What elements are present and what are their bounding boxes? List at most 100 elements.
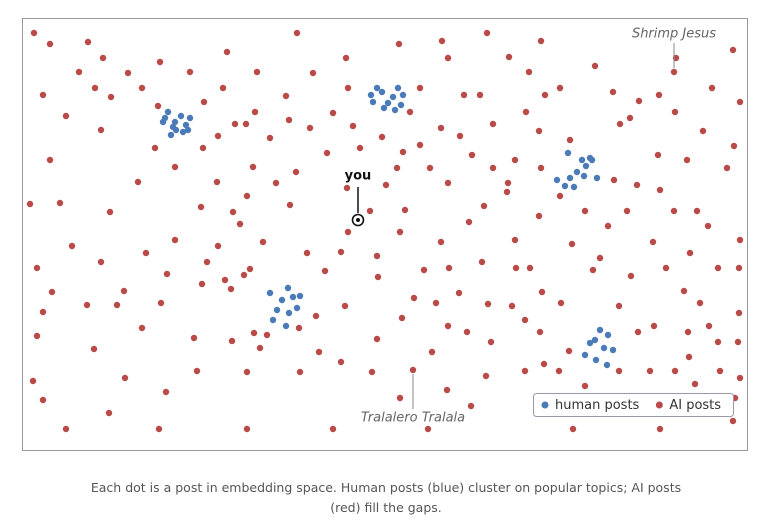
data-point <box>378 133 386 141</box>
data-point <box>564 149 572 157</box>
data-point <box>401 206 409 214</box>
data-point <box>68 242 76 250</box>
data-point <box>463 328 471 336</box>
data-point <box>565 347 573 355</box>
data-point <box>289 293 297 301</box>
data-point <box>293 29 301 37</box>
data-point <box>504 179 512 187</box>
data-point <box>223 48 231 56</box>
data-point <box>169 123 177 131</box>
data-point <box>163 270 171 278</box>
data-point <box>315 348 323 356</box>
data-point <box>228 337 236 345</box>
data-point <box>455 289 463 297</box>
data-point <box>482 372 490 380</box>
data-point <box>56 199 64 207</box>
data-point <box>366 207 374 215</box>
data-point <box>570 183 578 191</box>
data-point <box>521 316 529 324</box>
data-point <box>337 248 345 256</box>
data-point <box>526 264 534 272</box>
data-point <box>432 299 440 307</box>
data-point <box>680 287 688 295</box>
data-point <box>46 40 54 48</box>
data-point <box>177 112 185 120</box>
data-point <box>626 114 634 122</box>
data-point <box>303 249 311 257</box>
data-point <box>269 316 277 324</box>
data-point <box>26 200 34 208</box>
data-point <box>635 97 643 105</box>
data-point <box>424 425 432 433</box>
data-point <box>556 192 564 200</box>
data-point <box>445 264 453 272</box>
data-point <box>306 124 314 132</box>
data-point <box>272 179 280 187</box>
data-point <box>476 91 484 99</box>
data-point <box>157 299 165 307</box>
data-point <box>468 151 476 159</box>
data-point <box>716 367 724 375</box>
data-point <box>323 149 331 157</box>
data-point <box>399 91 407 99</box>
data-point <box>113 301 121 309</box>
data-point <box>356 144 364 152</box>
data-point <box>107 93 115 101</box>
data-point <box>329 425 337 433</box>
data-point <box>538 288 546 296</box>
data-point <box>246 265 254 273</box>
data-point <box>444 179 452 187</box>
data-point <box>437 124 445 132</box>
annotation-label: Tralalero Tralala <box>361 411 465 426</box>
data-point <box>662 264 670 272</box>
data-point <box>253 68 261 76</box>
data-point <box>596 254 604 262</box>
data-point <box>671 367 679 375</box>
data-point <box>573 168 581 176</box>
data-point <box>685 353 693 361</box>
data-point <box>120 287 128 295</box>
data-point <box>582 162 590 170</box>
data-point <box>569 425 577 433</box>
data-point <box>296 368 304 376</box>
data-point <box>511 156 519 164</box>
data-point <box>443 386 451 394</box>
data-point <box>484 300 492 308</box>
data-point <box>171 236 179 244</box>
data-point <box>396 228 404 236</box>
data-point <box>236 220 244 228</box>
data-point <box>97 258 105 266</box>
data-point <box>566 136 574 144</box>
you-marker-dot <box>356 218 360 222</box>
data-point <box>273 306 281 314</box>
data-point <box>285 116 293 124</box>
data-point <box>159 118 167 126</box>
data-point <box>378 88 386 96</box>
data-point <box>259 238 267 246</box>
data-point <box>138 324 146 332</box>
data-point <box>409 366 417 374</box>
data-point <box>705 322 713 330</box>
data-point <box>243 368 251 376</box>
data-point <box>203 258 211 266</box>
data-point <box>589 266 597 274</box>
data-point <box>656 425 664 433</box>
data-point <box>384 99 392 107</box>
data-point <box>382 181 390 189</box>
data-point <box>342 54 350 62</box>
data-point <box>227 285 235 293</box>
data-point <box>646 367 654 375</box>
data-point <box>416 84 424 92</box>
data-point <box>508 302 516 310</box>
data-point <box>263 331 271 339</box>
data-point <box>186 68 194 76</box>
data-point <box>736 98 744 106</box>
data-point <box>83 301 91 309</box>
caption: Each dot is a post in embedding space. H… <box>90 480 682 515</box>
data-point <box>699 127 707 135</box>
legend-box <box>533 393 734 417</box>
data-point <box>483 29 491 37</box>
data-point <box>671 108 679 116</box>
data-point <box>596 326 604 334</box>
data-point <box>373 84 381 92</box>
